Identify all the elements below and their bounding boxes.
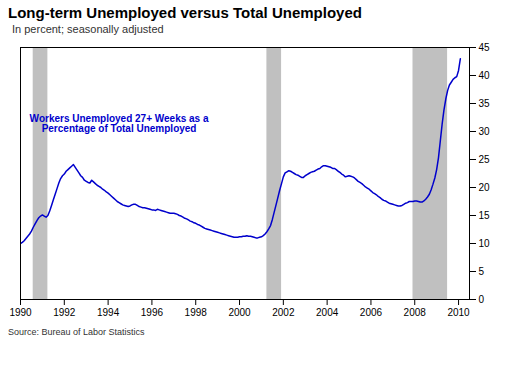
html-text:In percent; seasonally adjuste: In percent; seasonally adjusted (12, 23, 164, 35)
svg-text:2004: 2004 (316, 307, 339, 318)
svg-text:2000: 2000 (228, 307, 251, 318)
svg-text:35: 35 (479, 98, 491, 109)
svg-text:25: 25 (479, 154, 491, 165)
svg-text:30: 30 (479, 126, 491, 137)
svg-text:1992: 1992 (53, 307, 76, 318)
svg-text:2006: 2006 (360, 307, 383, 318)
svg-text:5: 5 (479, 266, 485, 277)
svg-text:2002: 2002 (272, 307, 295, 318)
html-text:Long-term Unemployed versus To: Long-term Unemployed versus Total Unempl… (8, 4, 362, 21)
svg-text:1996: 1996 (141, 307, 164, 318)
svg-text:15: 15 (479, 210, 491, 221)
svg-text:20: 20 (479, 182, 491, 193)
svg-text:0: 0 (479, 294, 485, 305)
svg-text:1998: 1998 (185, 307, 208, 318)
svg-text:1990: 1990 (9, 307, 32, 318)
svg-text:45: 45 (479, 42, 491, 53)
html-text:Source: Bureau of Labor Statis: Source: Bureau of Labor Statistics (8, 327, 145, 337)
svg-text:Workers Unemployed 27+ Weeks a: Workers Unemployed 27+ Weeks as aPercent… (30, 113, 209, 134)
svg-text:40: 40 (479, 70, 491, 81)
svg-text:2008: 2008 (404, 307, 427, 318)
svg-text:10: 10 (479, 238, 491, 249)
svg-text:1994: 1994 (97, 307, 120, 318)
svg-text:2010: 2010 (447, 307, 470, 318)
